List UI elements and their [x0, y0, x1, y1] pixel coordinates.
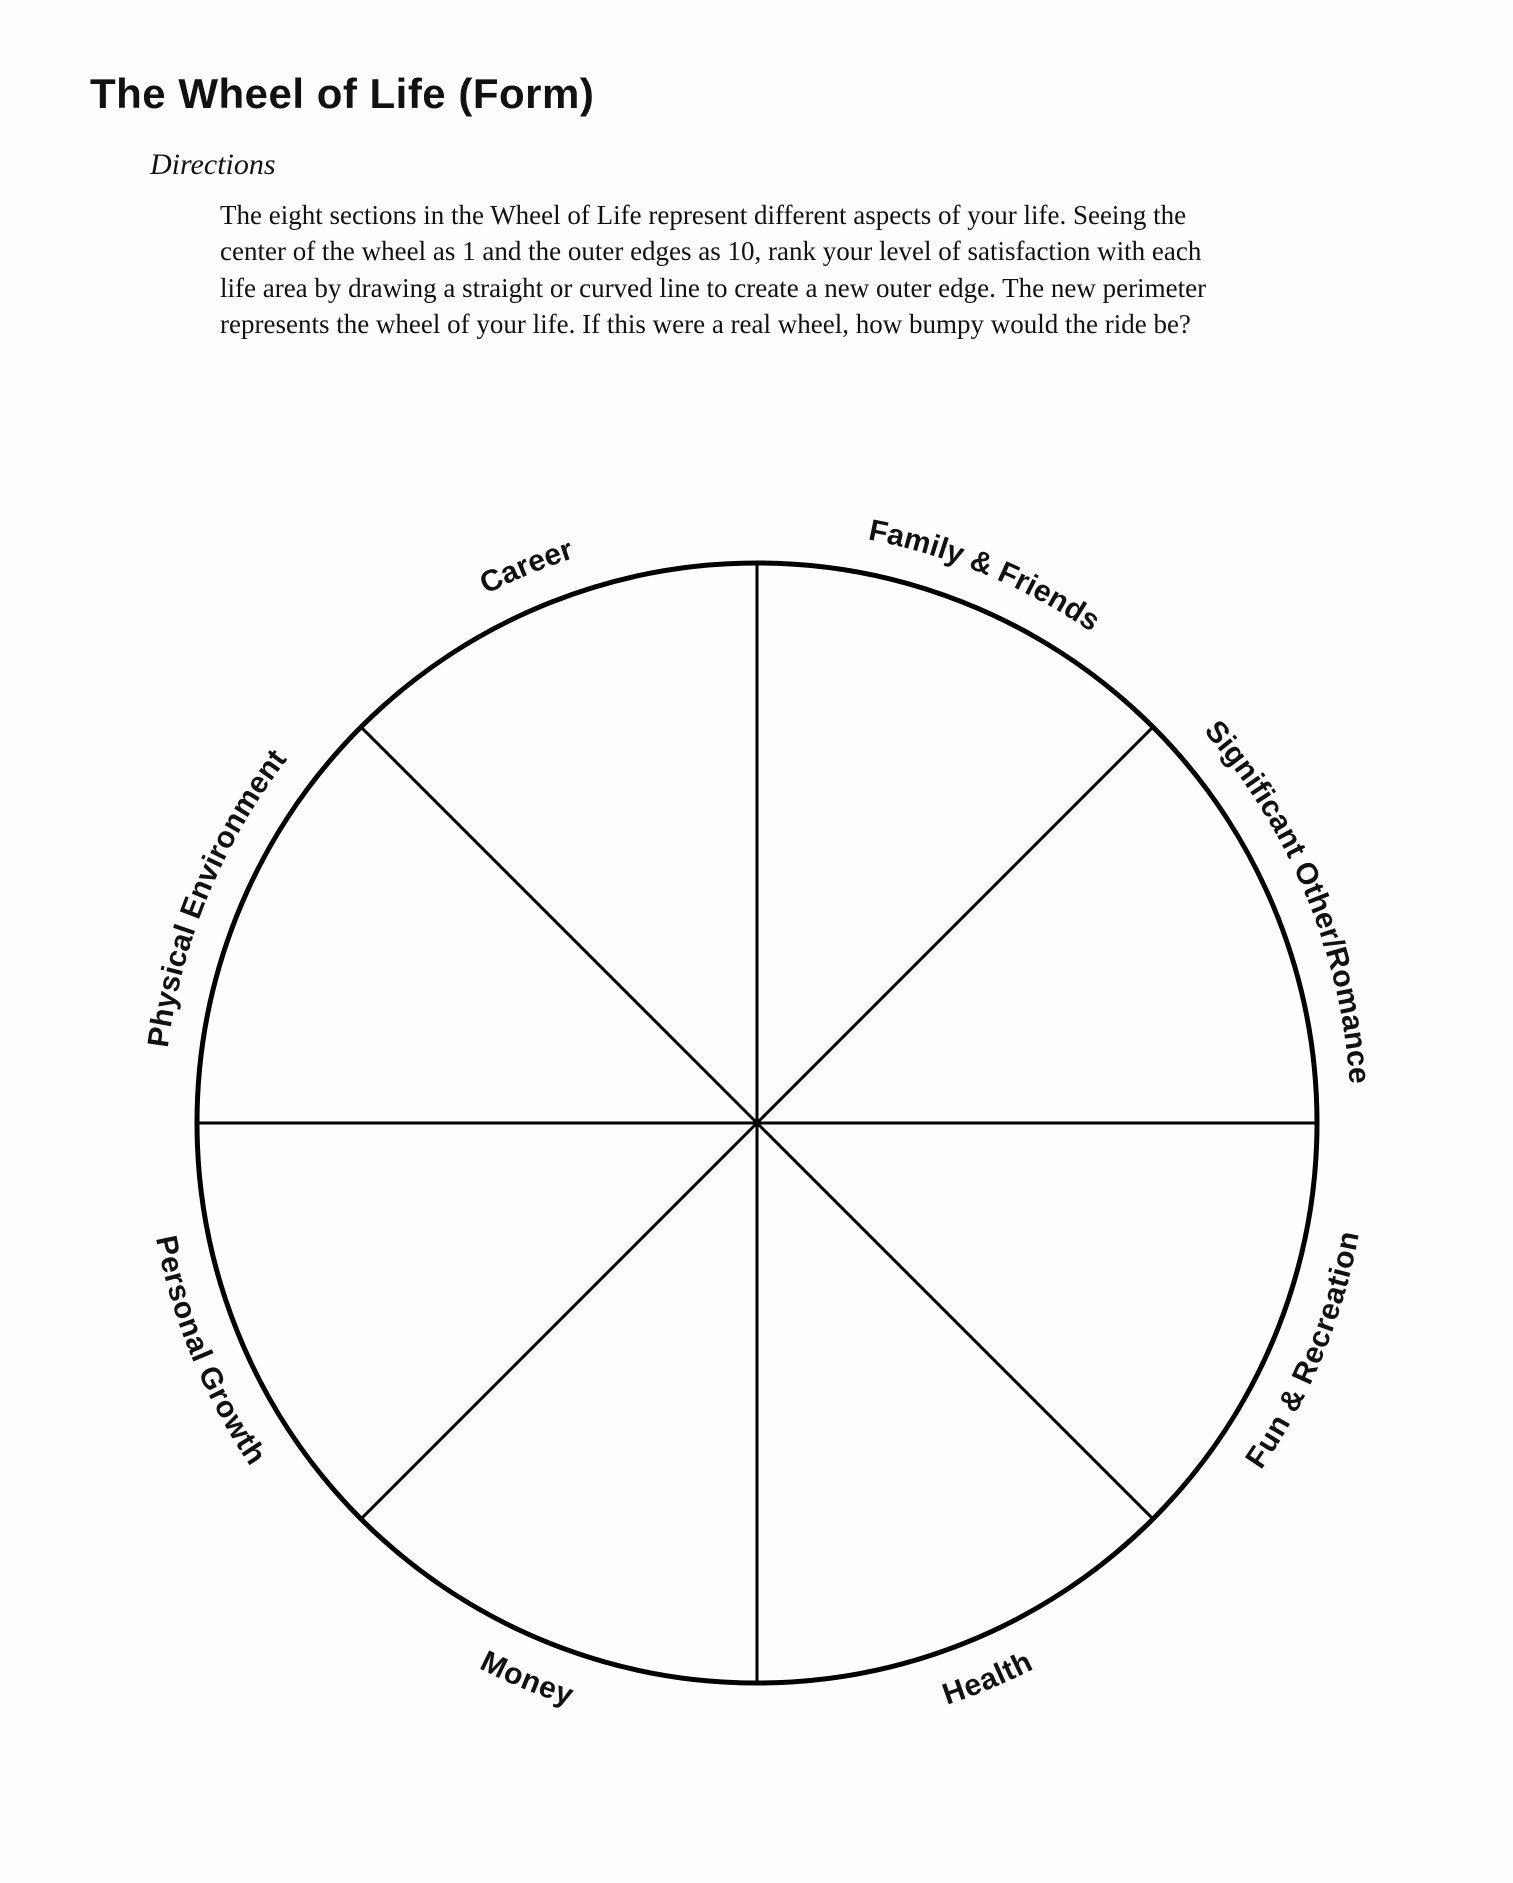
- sector-label: Family & Friends: [866, 514, 1106, 638]
- wheel-spoke: [361, 1123, 757, 1519]
- wheel-container: Family & Friends Significant Other/Romanc…: [90, 423, 1423, 1823]
- wheel-spoke: [361, 727, 757, 1123]
- wheel-spoke: [757, 727, 1153, 1123]
- page: The Wheel of Life (Form) Directions The …: [0, 0, 1513, 1883]
- sector-label: Physical Environment: [141, 743, 292, 1049]
- sector-label: Personal Growth: [148, 1233, 271, 1471]
- sector-label: Career: [474, 533, 577, 601]
- sector-label: Fun & Recreation: [1239, 1228, 1365, 1474]
- directions-body: The eight sections in the Wheel of Life …: [220, 197, 1240, 343]
- wheel-spoke: [757, 1123, 1153, 1519]
- sector-label: Health: [938, 1645, 1037, 1711]
- directions-heading: Directions: [150, 148, 1423, 182]
- page-title: The Wheel of Life (Form): [90, 70, 1423, 118]
- sector-label: Money: [475, 1644, 577, 1712]
- sector-label: Significant Other/Romance: [1198, 714, 1376, 1085]
- wheel-of-life-diagram: Family & Friends Significant Other/Romanc…: [57, 423, 1457, 1823]
